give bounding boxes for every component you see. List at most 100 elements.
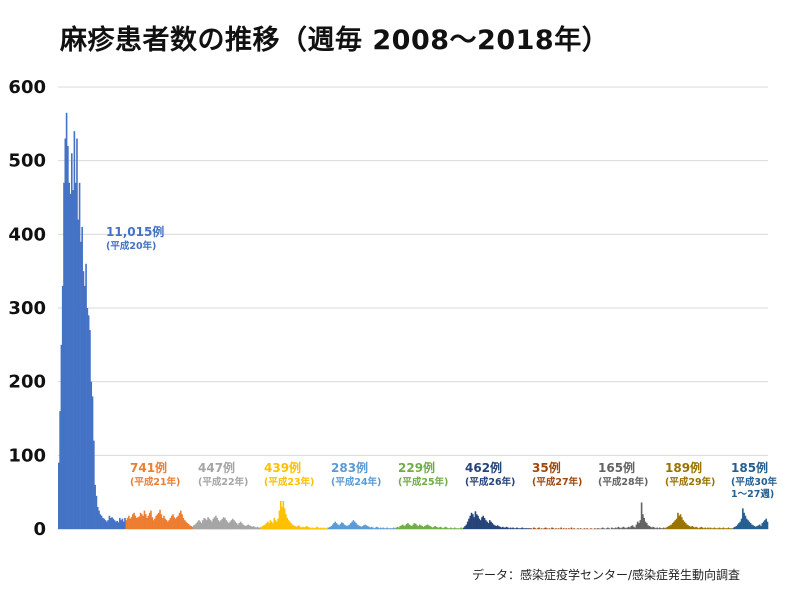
bar-week [504, 527, 507, 529]
bar-week [266, 521, 269, 529]
year-era-label: (平成23年) [264, 476, 314, 488]
bar-week [60, 344, 63, 529]
bar-week [366, 526, 369, 529]
bar-week [440, 527, 443, 529]
bar-week [666, 526, 669, 529]
bar-week [662, 527, 665, 529]
bar-week [633, 526, 635, 529]
bar-week [112, 518, 115, 529]
bar-week [703, 528, 705, 529]
bar-week [221, 518, 224, 529]
bar-week [192, 525, 195, 529]
bar-week [255, 527, 257, 529]
bar-week [736, 524, 739, 529]
bar-week [500, 527, 503, 529]
year-total-label: 741例 [130, 460, 167, 475]
bar-week [261, 526, 264, 529]
bar-week [119, 517, 121, 529]
bar-week [307, 526, 309, 529]
bar-week [202, 520, 204, 529]
bar-week [670, 524, 673, 529]
bar-week [629, 527, 631, 529]
bar-week [462, 527, 465, 529]
bar-week [638, 523, 640, 529]
y-tick-label: 600 [8, 77, 46, 98]
bar-week [501, 526, 504, 529]
year-total-label: 462例 [465, 460, 502, 475]
bar-week [481, 517, 483, 529]
bar-week [614, 527, 617, 529]
bar-week [251, 526, 253, 529]
bar-week [487, 523, 490, 529]
bar-week [246, 525, 248, 529]
bar-week [713, 527, 716, 529]
bar-week [225, 520, 228, 529]
bar-week [363, 525, 365, 529]
bar-week [205, 520, 208, 529]
bar-week [548, 528, 551, 529]
bar-week [612, 528, 614, 529]
bar-week [67, 145, 69, 529]
bar-week [368, 526, 370, 529]
bar-week [233, 520, 235, 529]
bar-week [260, 526, 263, 529]
bar-week [377, 527, 379, 529]
bar-week [623, 527, 626, 529]
bar-week [477, 515, 479, 529]
bar-week [142, 515, 144, 529]
bar-week [321, 528, 324, 529]
bar-week [420, 525, 422, 529]
bar-week [81, 226, 83, 529]
bar-week [533, 527, 535, 529]
bar-week [250, 526, 252, 529]
bar-week [91, 396, 94, 529]
bar-week [316, 526, 318, 529]
bar-week [330, 526, 333, 529]
bar-week [705, 528, 708, 529]
year-era-label: (平成26年) [465, 476, 515, 488]
bar-week [439, 526, 442, 529]
bar-week [98, 510, 100, 529]
bar-week [86, 308, 89, 529]
year-era-label: (平成21年) [130, 476, 180, 488]
bar-week [78, 182, 81, 529]
bar-week [491, 523, 494, 529]
bar-week [536, 528, 539, 529]
bar-week [490, 521, 492, 529]
bar-week [199, 521, 202, 529]
bar-week [264, 524, 266, 529]
bar-week [291, 524, 294, 529]
bar-week [379, 527, 382, 529]
bar-week [99, 514, 102, 529]
bar-week [104, 520, 107, 529]
bar-week [173, 517, 176, 529]
bar-week [93, 440, 95, 529]
bar-week [409, 525, 412, 529]
bar-week [370, 526, 373, 529]
year-era-label: (平成24年) [331, 476, 381, 488]
bar-week [424, 526, 426, 529]
bar-week [503, 527, 505, 529]
bar-week [325, 528, 327, 529]
bar-week [671, 523, 674, 529]
bar-week [109, 517, 112, 529]
year-total-label: 165例 [598, 460, 635, 475]
bar-week [678, 515, 681, 529]
year-era-label: (平成22年) [198, 476, 248, 488]
bar-week [518, 528, 521, 529]
bar-week [714, 528, 717, 529]
bar-week [411, 526, 413, 529]
bar-week [247, 524, 250, 529]
bar-week [229, 521, 231, 529]
bar-week [766, 521, 769, 529]
bar-week [133, 512, 135, 529]
bar-week [165, 520, 168, 529]
bar-week [492, 524, 495, 529]
bar-week [529, 528, 531, 529]
bar-week [752, 525, 755, 529]
bar-week [117, 522, 120, 529]
bar-week [653, 527, 656, 529]
bar-week [65, 112, 68, 529]
bar-week [155, 515, 157, 529]
year-era-label: (平成29年) [665, 476, 715, 488]
